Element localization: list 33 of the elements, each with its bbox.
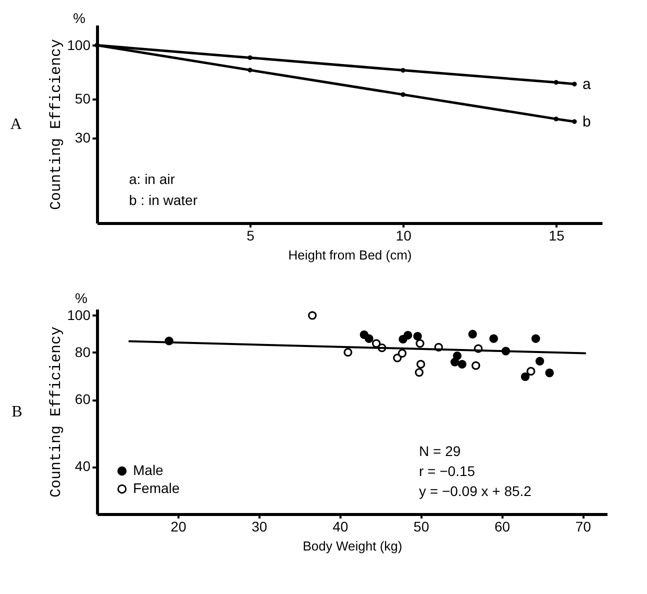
y-tick-label: 100 (67, 306, 91, 323)
y-tick-label: 80 (74, 344, 91, 360)
text: B (12, 404, 22, 420)
series-label: a (582, 76, 592, 94)
y-tick-label: 30 (74, 130, 91, 146)
annotation: N = 29 (419, 443, 461, 459)
x-tick-label: 40 (332, 518, 348, 534)
text: A (10, 116, 22, 133)
text: % (73, 10, 86, 26)
y-tick-label: 100 (67, 36, 91, 53)
x-tick-label: 50 (414, 518, 430, 534)
text: % (75, 290, 88, 306)
y-tick-label: 60 (74, 391, 91, 408)
y-axis-title: Counting Efficiency (48, 326, 66, 498)
x-axis-title: Height from Bed (cm) (288, 248, 412, 262)
legend-label: Female (133, 480, 180, 496)
annotation: r = −0.15 (419, 463, 476, 479)
x-tick-label: 5 (246, 228, 255, 244)
legend-label: Male (133, 462, 164, 478)
x-tick-label: 20 (170, 518, 186, 534)
x-tick-label: 30 (252, 518, 268, 534)
y-tick-label: 40 (74, 458, 91, 474)
series-label: b (582, 114, 591, 131)
x-tick-label: 60 (494, 518, 510, 534)
annotation: y = −0.09 x + 85.2 (419, 483, 532, 499)
x-tick-label: 70 (575, 518, 592, 534)
annotation: a: in air (129, 171, 176, 187)
y-tick-label: 50 (74, 90, 91, 106)
y-axis-title: Counting Efficiency (48, 38, 66, 210)
x-axis-title: Body Weight (kg) (302, 538, 402, 554)
x-tick-label: 10 (396, 228, 412, 244)
x-tick-label: 15 (548, 228, 565, 244)
annotation: b : in water (129, 192, 198, 208)
